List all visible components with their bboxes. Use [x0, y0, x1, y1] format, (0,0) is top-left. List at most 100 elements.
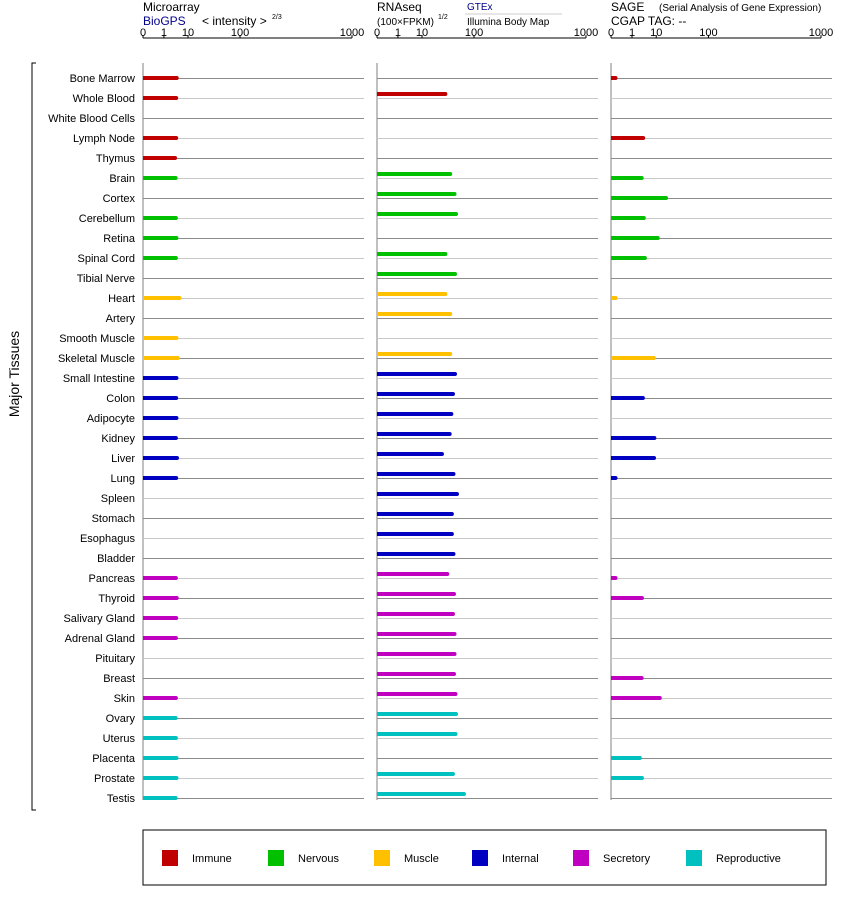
data-bar[interactable] — [143, 796, 176, 800]
data-bar[interactable] — [143, 476, 177, 480]
data-bar[interactable] — [611, 396, 643, 400]
data-bar-cap — [447, 432, 452, 436]
axis-tick-label: 10 — [182, 27, 194, 39]
rnaseq-source-gtex[interactable]: GTEx — [467, 2, 493, 13]
data-bar[interactable] — [377, 252, 446, 256]
data-bar[interactable] — [377, 652, 455, 656]
legend-label-nervous: Nervous — [298, 853, 339, 865]
data-bar[interactable] — [611, 436, 655, 440]
data-bar[interactable] — [143, 296, 180, 300]
data-bar[interactable] — [143, 336, 177, 340]
data-bar[interactable] — [377, 272, 456, 276]
data-bar-gtex[interactable] — [377, 92, 446, 96]
category-label: White Blood Cells — [48, 113, 135, 125]
data-bar-cap — [177, 296, 182, 300]
data-bar-illumina[interactable] — [377, 772, 453, 776]
data-bar[interactable] — [143, 376, 177, 380]
data-bar[interactable] — [377, 432, 450, 436]
data-bar[interactable] — [611, 576, 616, 580]
data-bar[interactable] — [143, 396, 177, 400]
data-bar-cap — [174, 336, 179, 340]
data-bar[interactable] — [611, 136, 644, 140]
microarray-source-biogps[interactable]: BioGPS — [143, 14, 186, 28]
data-bar[interactable] — [143, 96, 177, 100]
data-bar[interactable] — [611, 596, 642, 600]
category-label: Heart — [108, 293, 135, 305]
data-bar[interactable] — [377, 492, 457, 496]
data-bar[interactable] — [377, 572, 448, 576]
data-bar-cap — [174, 136, 179, 140]
data-bar[interactable] — [143, 596, 177, 600]
data-bar-cap — [451, 672, 456, 676]
microarray-title: Microarray — [143, 0, 200, 14]
data-bar[interactable] — [377, 512, 452, 516]
data-bar[interactable] — [143, 356, 178, 360]
data-bar[interactable] — [143, 756, 177, 760]
data-bar[interactable] — [611, 776, 642, 780]
data-bar[interactable] — [377, 392, 453, 396]
category-label: Uterus — [103, 733, 136, 745]
data-bar[interactable] — [377, 212, 456, 216]
data-bar[interactable] — [143, 696, 176, 700]
data-bar[interactable] — [143, 176, 176, 180]
data-bar[interactable] — [143, 136, 177, 140]
data-bar[interactable] — [611, 216, 644, 220]
data-bar[interactable] — [611, 756, 640, 760]
data-bar[interactable] — [611, 256, 645, 260]
data-bar[interactable] — [143, 636, 176, 640]
category-label: Salivary Gland — [63, 613, 135, 625]
data-bar[interactable] — [377, 372, 456, 376]
data-bar[interactable] — [377, 612, 453, 616]
data-bar[interactable] — [611, 76, 616, 80]
panel-microarray: 0 1 10 100 1000 — [140, 27, 364, 800]
data-bar[interactable] — [143, 416, 177, 420]
data-bar[interactable] — [611, 296, 616, 300]
data-bar[interactable] — [143, 776, 177, 780]
data-bar[interactable] — [143, 576, 176, 580]
data-bar[interactable] — [377, 712, 456, 716]
data-bar[interactable] — [143, 76, 177, 80]
data-bar[interactable] — [143, 616, 177, 620]
data-bar[interactable] — [377, 292, 446, 296]
data-bar[interactable] — [143, 716, 176, 720]
data-bar[interactable] — [377, 312, 451, 316]
data-bar[interactable] — [611, 456, 655, 460]
data-bar[interactable] — [377, 672, 454, 676]
data-bar-cap — [613, 76, 618, 80]
data-bar[interactable] — [377, 632, 455, 636]
data-bar[interactable] — [143, 456, 177, 460]
data-bar[interactable] — [611, 196, 667, 200]
data-bar[interactable] — [143, 216, 176, 220]
data-bar[interactable] — [377, 692, 456, 696]
data-bar[interactable] — [377, 532, 452, 536]
data-bar[interactable] — [143, 156, 176, 160]
data-bar-illumina[interactable] — [377, 792, 464, 796]
data-bar[interactable] — [611, 176, 642, 180]
data-bar[interactable] — [377, 172, 451, 176]
data-bar[interactable] — [143, 256, 176, 260]
category-label: Cerebellum — [79, 213, 135, 225]
data-bar[interactable] — [377, 552, 454, 556]
data-bar-illumina[interactable] — [377, 732, 456, 736]
data-bar-cap — [637, 756, 642, 760]
data-bar[interactable] — [143, 236, 177, 240]
data-bar[interactable] — [143, 436, 176, 440]
data-bar[interactable] — [377, 452, 442, 456]
data-bar[interactable] — [611, 236, 658, 240]
data-bar[interactable] — [377, 592, 454, 596]
category-label: Breast — [103, 673, 135, 685]
data-bar[interactable] — [611, 356, 654, 360]
data-bar[interactable] — [611, 696, 660, 700]
data-bar[interactable] — [143, 736, 176, 740]
data-bar[interactable] — [377, 352, 451, 356]
rnaseq-unit: (100×FPKM) — [377, 17, 434, 28]
data-bar[interactable] — [377, 192, 455, 196]
data-bar[interactable] — [377, 412, 452, 416]
legend-swatch-immune — [162, 850, 178, 866]
data-bar[interactable] — [611, 476, 616, 480]
data-bar-cap — [173, 156, 178, 160]
data-bar[interactable] — [611, 676, 642, 680]
data-bar[interactable] — [377, 472, 454, 476]
category-label: Colon — [106, 393, 135, 405]
